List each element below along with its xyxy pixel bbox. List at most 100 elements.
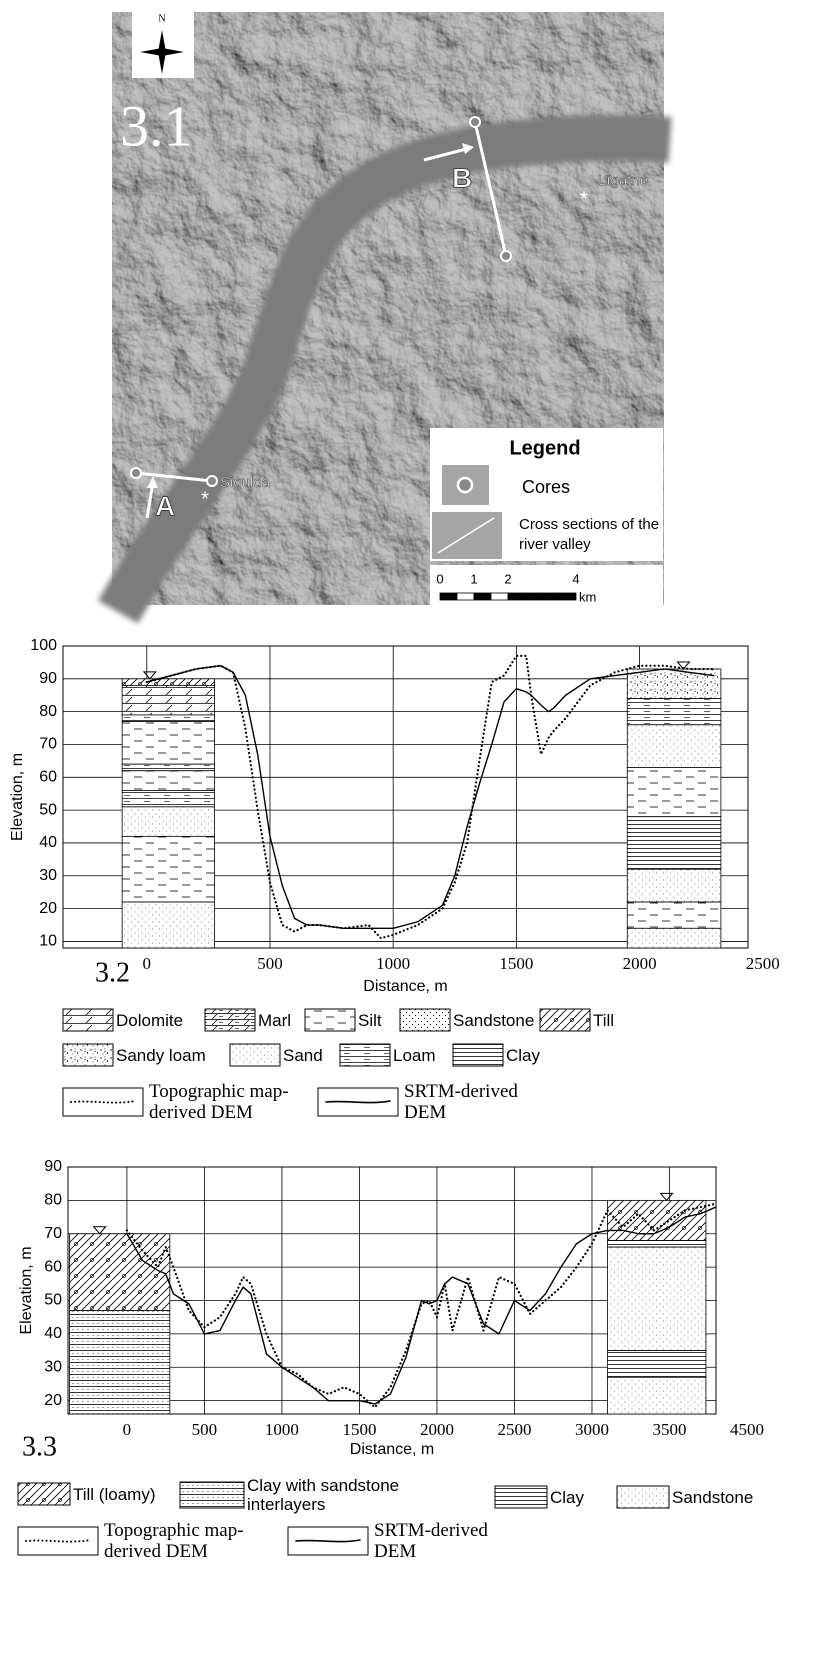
scale-segment [473,592,492,601]
legend-label-box: Sand [283,1046,323,1065]
legend-label: Sandstone [672,1487,754,1507]
legend-label: Till (loamy) [73,1484,156,1504]
legend-title: Legend [509,437,580,459]
town-label: Līgatne [598,172,648,189]
x-tick-label: 2000 [420,1420,454,1439]
layer [607,1376,707,1415]
legend-swatch [304,1008,356,1032]
legend-label: Clay [506,1045,541,1065]
core [469,116,481,128]
x-axis-label: Distance, m [363,978,447,995]
legend-label-box: Sandy loam [116,1046,206,1065]
legend-label: Loam [393,1045,436,1065]
x-tick-label: 500 [257,954,283,973]
arrow-head [147,476,158,488]
layer [121,678,215,686]
y-tick-label: 70 [39,736,57,753]
x-tick-label: 3500 [652,1420,686,1439]
chart-label: 3.3 [22,1431,57,1462]
x-tick-label: 1000 [265,1420,299,1439]
site-label: B [452,162,472,193]
water-level [92,1226,107,1235]
legend-core [456,476,474,494]
scale-bar: 0 1 2 4 [436,571,580,601]
legend-label-box: SRTM-derived DEM [404,1081,518,1123]
legend-label: Sandstone [453,1010,535,1030]
section-lines [135,121,508,519]
scale-segment [490,592,509,601]
y-tick-label: 20 [44,1392,62,1409]
x-tick-label: 2500 [746,954,780,973]
layer [121,770,215,791]
line [146,664,715,930]
layer [121,721,215,765]
y-tick-label: 80 [39,703,57,720]
legend-label-box: Clay [506,1045,541,1065]
legend-label-box: Dolomite [116,1011,183,1030]
y-tick-label: 40 [44,1325,62,1342]
layer [121,901,215,949]
water-level [659,1192,674,1202]
y-tick-label: 70 [44,1225,62,1242]
legend-label-box: Silt [358,1011,382,1030]
scale-segment [541,592,560,601]
y-tick-label: 60 [39,769,57,786]
layer [69,1233,171,1311]
x-tick-label: 4500 [730,1420,764,1439]
x-tick-label: 1500 [499,954,533,973]
scale-segment [507,592,526,601]
chart-label: 3.2 [95,957,130,988]
legend-label-box: Clay [550,1487,585,1507]
y-tick-label: 80 [44,1192,62,1209]
y-axis-label: Elevation, m [9,753,26,841]
legend-label: Clay [550,1487,585,1507]
legend-label-box: Clay with sandstone interlayers [247,1476,399,1514]
legend-label: Marl [258,1010,292,1030]
line [145,654,715,940]
legend-label-box: Loam [393,1045,436,1065]
scale-tick-label: 2 [504,571,511,586]
y-tick-label: 100 [30,637,57,654]
legend-label: SRTM-derived DEM [404,1081,518,1123]
scale-tick-label: 4 [572,571,579,586]
compass-ew [140,48,184,56]
y-tick-label: 50 [44,1292,62,1309]
layer [626,724,722,768]
core [206,475,218,487]
legend-swatch [229,1043,281,1067]
legend-line [70,1100,136,1104]
layer [626,698,722,726]
layer [607,1350,707,1378]
x-tick-label: 3000 [575,1420,609,1439]
legend-swatch [204,1008,256,1032]
legend-label: Topographic map-derived DEM [104,1520,244,1562]
x-tick-label: 500 [192,1420,218,1439]
water-level [142,671,157,680]
x-tick-label: 1000 [376,954,410,973]
legend-swatch [616,1485,670,1509]
y-axis-label: Elevation, m [18,1246,35,1334]
layer [626,901,722,929]
scale-segment [456,592,475,601]
legend-label-box: Marl [258,1010,292,1030]
y-tick-label: 90 [44,1158,62,1175]
arrow-b [423,146,471,162]
layer [121,790,215,808]
legend-label-box: Till [593,1011,614,1030]
legend-label-box: Topographic map-derived DEM [104,1520,244,1562]
y-tick-label: 10 [39,933,57,950]
town-marker: * [580,188,588,210]
layer [69,1310,171,1415]
legend-label: Cross sections of the river valley [519,516,660,553]
x-tick-label: 2000 [623,954,657,973]
legend-swatch [399,1008,451,1032]
x-tick-label: 0 [123,1420,132,1439]
water-level [676,661,691,670]
y-tick-label: 60 [44,1258,62,1275]
town-marker: * [201,488,209,510]
section-b [473,121,508,257]
north-label: N [158,13,165,24]
legend-swatch [452,1043,504,1067]
arrow-head [462,143,474,154]
